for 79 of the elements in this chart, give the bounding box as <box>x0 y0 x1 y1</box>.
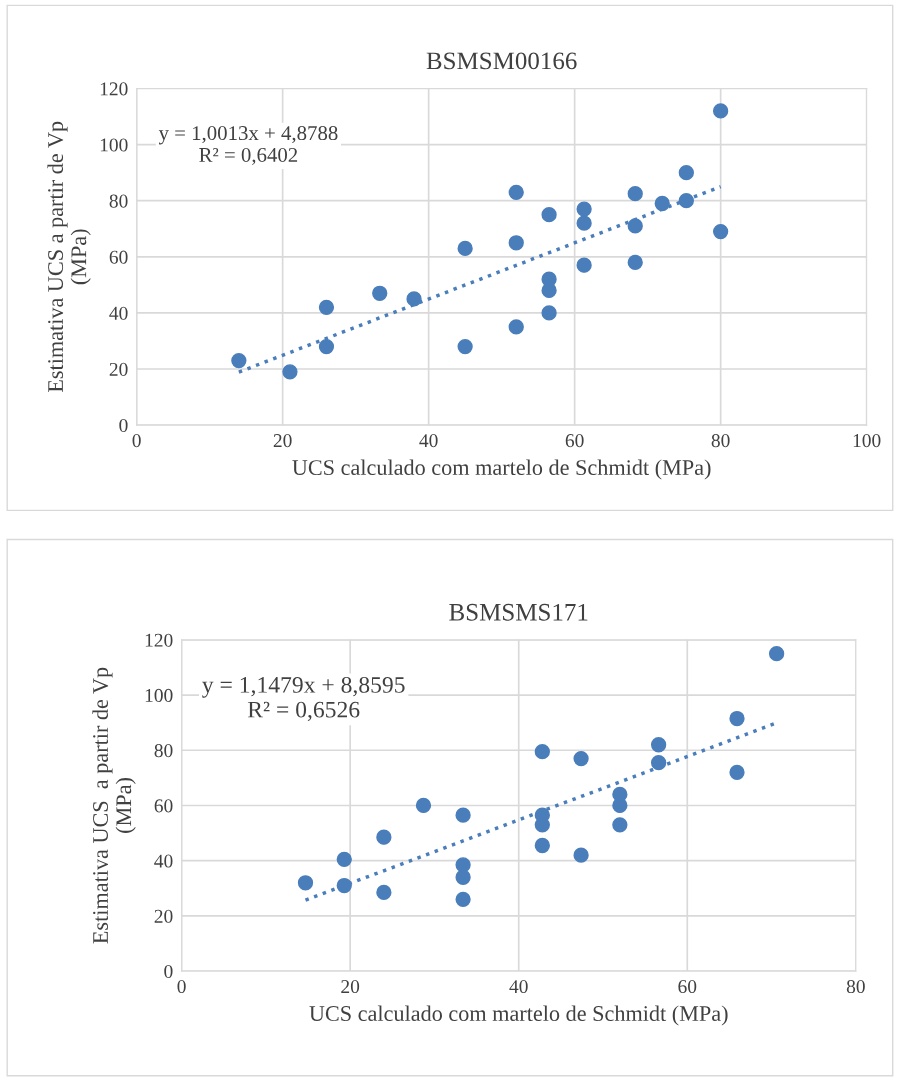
x-tick-label: 80 <box>846 980 865 994</box>
x-tick-label: 60 <box>678 980 697 994</box>
y-tick-label: 0 <box>164 964 173 979</box>
x-tick-label: 40 <box>419 434 438 448</box>
y-axis-title: Estimativa UCS a partir de Vp (MPa) <box>47 121 91 393</box>
point <box>712 223 729 240</box>
point <box>612 797 628 814</box>
x-tick-label: 40 <box>509 980 528 994</box>
y-tick-label: 40 <box>109 306 128 320</box>
x-tick-label: 100 <box>853 434 881 448</box>
x-tick-label: 0 <box>177 980 186 994</box>
point <box>376 829 392 845</box>
point <box>627 186 643 202</box>
y-tick-label: 80 <box>109 194 128 208</box>
point <box>376 884 392 901</box>
point <box>768 646 785 662</box>
x-tick-label: 20 <box>341 980 360 994</box>
y-tick-label: 20 <box>109 362 128 376</box>
point <box>678 165 694 181</box>
point <box>455 869 471 885</box>
point <box>573 847 589 863</box>
point <box>318 338 335 355</box>
point <box>508 184 524 200</box>
point <box>457 240 473 257</box>
point <box>508 235 524 251</box>
y-tick-label: 80 <box>154 744 173 758</box>
point <box>654 195 670 212</box>
point <box>297 875 314 891</box>
point <box>627 218 643 234</box>
point <box>573 750 589 767</box>
chart-title: BSMSMS171 <box>449 603 588 621</box>
y-tick-label: 20 <box>154 909 173 923</box>
point <box>650 737 667 753</box>
point <box>650 755 667 771</box>
point <box>372 285 388 301</box>
x-tick-label: 0 <box>132 434 141 448</box>
point <box>282 364 298 380</box>
x-tick-label: 20 <box>273 434 292 448</box>
y-axis-title: Estimativa UCS a partir de Vp (MPa) <box>92 667 136 944</box>
y-tick-label: 120 <box>100 82 128 96</box>
point <box>576 257 592 273</box>
point <box>231 352 247 369</box>
point <box>678 193 694 209</box>
point <box>729 710 745 727</box>
chart-title: BSMSM00166 <box>426 52 577 70</box>
point <box>508 319 524 335</box>
point <box>541 305 557 321</box>
point <box>336 877 352 894</box>
point <box>455 807 471 823</box>
point <box>455 891 471 907</box>
point <box>318 299 335 315</box>
point <box>406 291 422 307</box>
x-tick-label: 60 <box>565 434 584 448</box>
point <box>612 817 628 833</box>
y-tick-label: 0 <box>119 418 128 433</box>
y-tick-label: 40 <box>154 854 173 868</box>
point <box>729 764 745 780</box>
y-tick-label: 60 <box>109 250 128 264</box>
x-axis-title: UCS calculado com martelo de Schmidt (MPa) <box>292 459 711 480</box>
y-tick-label: 60 <box>154 799 173 813</box>
point <box>541 282 557 299</box>
point <box>576 215 592 231</box>
point <box>712 103 729 119</box>
point <box>336 851 352 867</box>
point <box>627 254 643 271</box>
point <box>541 207 557 223</box>
point <box>534 837 550 854</box>
y-tick-label: 120 <box>145 633 173 647</box>
x-tick-label: 80 <box>711 434 730 448</box>
point <box>534 744 550 760</box>
y-tick-label: 100 <box>100 138 128 152</box>
y-tick-label: 100 <box>145 688 173 702</box>
annotation: y = 1,0013x + 4,8788 R² = 0,6402 <box>158 126 338 165</box>
point <box>457 338 473 355</box>
point <box>455 857 471 873</box>
x-axis-title: UCS calculado com martelo de Schmidt (MPa) <box>309 1005 728 1026</box>
point <box>415 797 432 814</box>
annotation: y = 1,1479x + 8,8595 R² = 0,6526 <box>202 676 405 721</box>
point <box>576 201 592 217</box>
